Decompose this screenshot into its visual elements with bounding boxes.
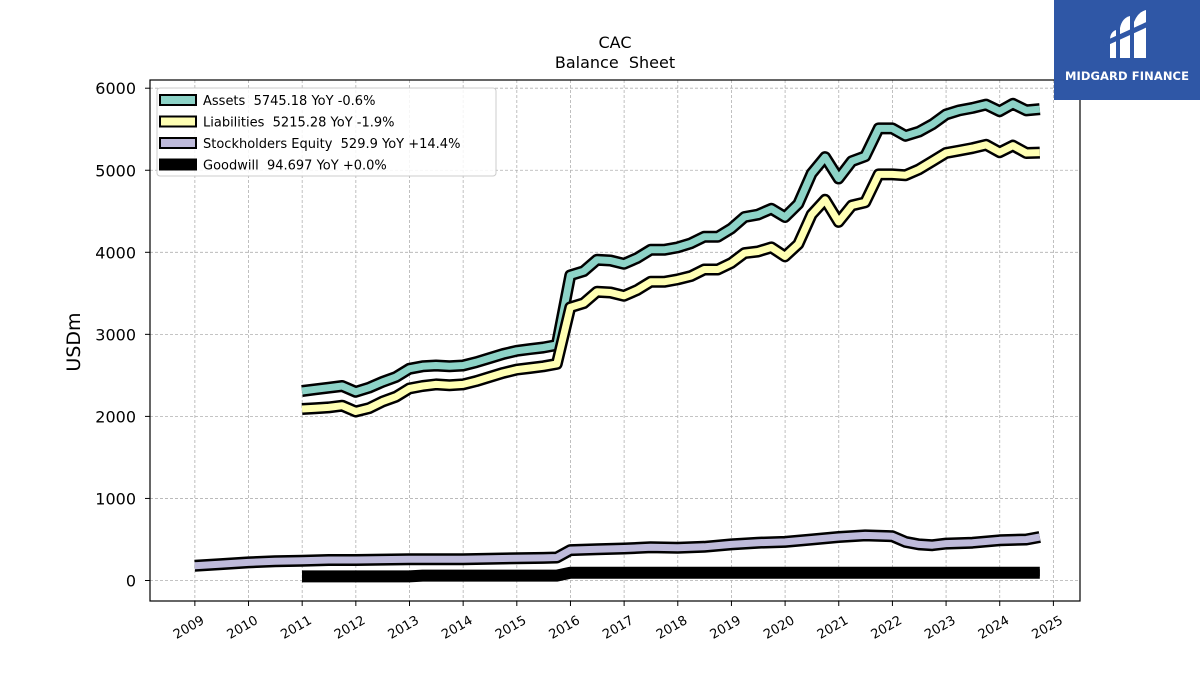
midgard-finance-logo: MIDGARD FINANCE (1054, 0, 1200, 100)
legend: Assets 5745.18 YoY -0.6% Liabilities 5215… (156, 87, 497, 177)
legend-box (156, 87, 497, 177)
x-tick-label: 2018 (654, 613, 690, 643)
x-tick-label: 2011 (278, 613, 314, 643)
y-tick-label: 3000 (95, 325, 136, 344)
x-tick-label: 2010 (225, 613, 261, 643)
chart-title: CAC (598, 33, 631, 52)
y-tick-label: 1000 (95, 489, 136, 508)
x-tick-label: 2019 (708, 613, 744, 643)
y-tick-label: 0 (126, 571, 136, 590)
legend-label: Assets 5745.18 YoY -0.6% (203, 94, 375, 109)
chart-subtitle: Balance Sheet (555, 53, 675, 72)
x-tick-label: 2012 (332, 613, 368, 643)
legend-swatch (159, 158, 197, 171)
midgard-logo-icon (1102, 10, 1150, 58)
legend-label: Stockholders Equity 529.9 YoY +14.4% (203, 137, 460, 152)
y-tick-label: 5000 (95, 161, 136, 180)
legend-swatch (159, 115, 197, 128)
legend-label: Goodwill 94.697 YoY +0.0% (203, 159, 387, 174)
x-tick-label: 2023 (922, 613, 958, 643)
plot-frame (149, 79, 1081, 602)
x-tick-label: 2016 (547, 613, 583, 643)
series-goodwill (302, 566, 1040, 583)
series-line-stockholders-equity (194, 531, 1041, 570)
legend-swatch (159, 137, 197, 149)
y-tick-label: 2000 (95, 407, 136, 426)
x-tick-label: 2013 (386, 613, 422, 643)
x-tick-label: 2021 (815, 613, 851, 643)
series-line-liabilities (301, 141, 1040, 415)
x-tick-label: 2015 (493, 613, 529, 643)
x-tick-label: 2025 (1030, 613, 1066, 643)
legend-swatch (159, 94, 197, 106)
series-stockholders-equity (194, 529, 1041, 572)
x-tick-label: 2009 (171, 613, 207, 643)
x-tick-label: 2014 (439, 613, 475, 643)
series-layer (194, 97, 1041, 583)
y-tick-label: 4000 (95, 243, 136, 262)
logo-text: MIDGARD FINANCE (1064, 69, 1190, 83)
x-tick-label: 2024 (976, 613, 1012, 643)
series-line-goodwill (302, 569, 1040, 580)
x-tick-label: 2022 (869, 613, 905, 643)
series-liabilities (301, 138, 1040, 418)
x-tick-label: 2017 (600, 613, 636, 643)
y-tick-label: 6000 (95, 79, 136, 98)
x-tick-label: 2020 (761, 613, 797, 643)
y-axis-label: USDm (63, 312, 85, 371)
series-assets (301, 97, 1041, 398)
series-line-assets (301, 100, 1041, 396)
legend-label: Liabilities 5215.28 YoY -1.9% (203, 116, 395, 131)
